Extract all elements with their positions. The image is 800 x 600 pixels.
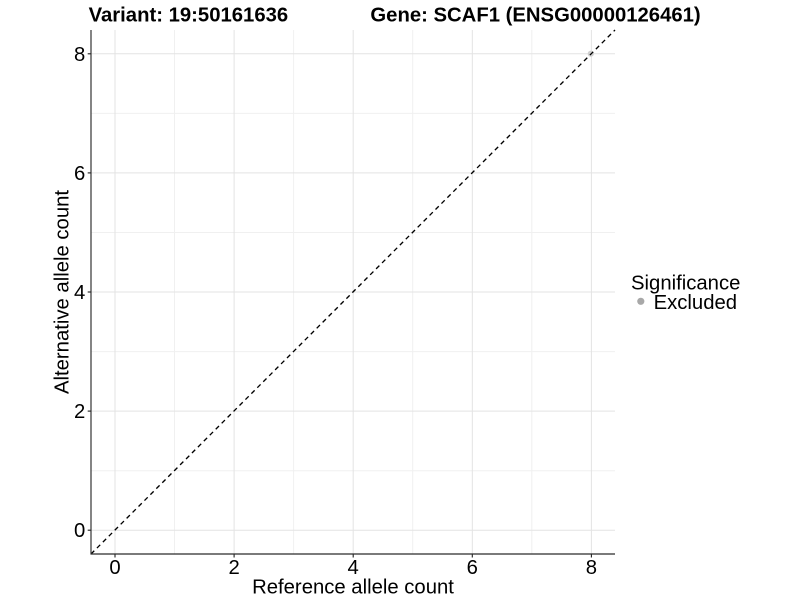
- svg-text:6: 6: [74, 163, 85, 185]
- svg-text:Alternative allele count: Alternative allele count: [52, 190, 74, 394]
- svg-text:6: 6: [467, 557, 478, 579]
- svg-text:Variant: 19:50161636: Variant: 19:50161636: [89, 4, 289, 26]
- svg-text:Gene: SCAF1 (ENSG00000126461): Gene: SCAF1 (ENSG00000126461): [370, 4, 700, 26]
- svg-text:0: 0: [74, 520, 85, 542]
- svg-text:0: 0: [109, 557, 120, 579]
- svg-text:Excluded: Excluded: [654, 292, 737, 314]
- svg-text:4: 4: [348, 557, 359, 579]
- svg-text:2: 2: [74, 401, 85, 423]
- svg-text:4: 4: [74, 282, 85, 304]
- svg-text:Reference allele count: Reference allele count: [252, 577, 454, 599]
- svg-text:8: 8: [586, 557, 597, 579]
- svg-text:8: 8: [74, 44, 85, 66]
- svg-text:Significance: Significance: [631, 272, 740, 294]
- svg-text:2: 2: [228, 557, 239, 579]
